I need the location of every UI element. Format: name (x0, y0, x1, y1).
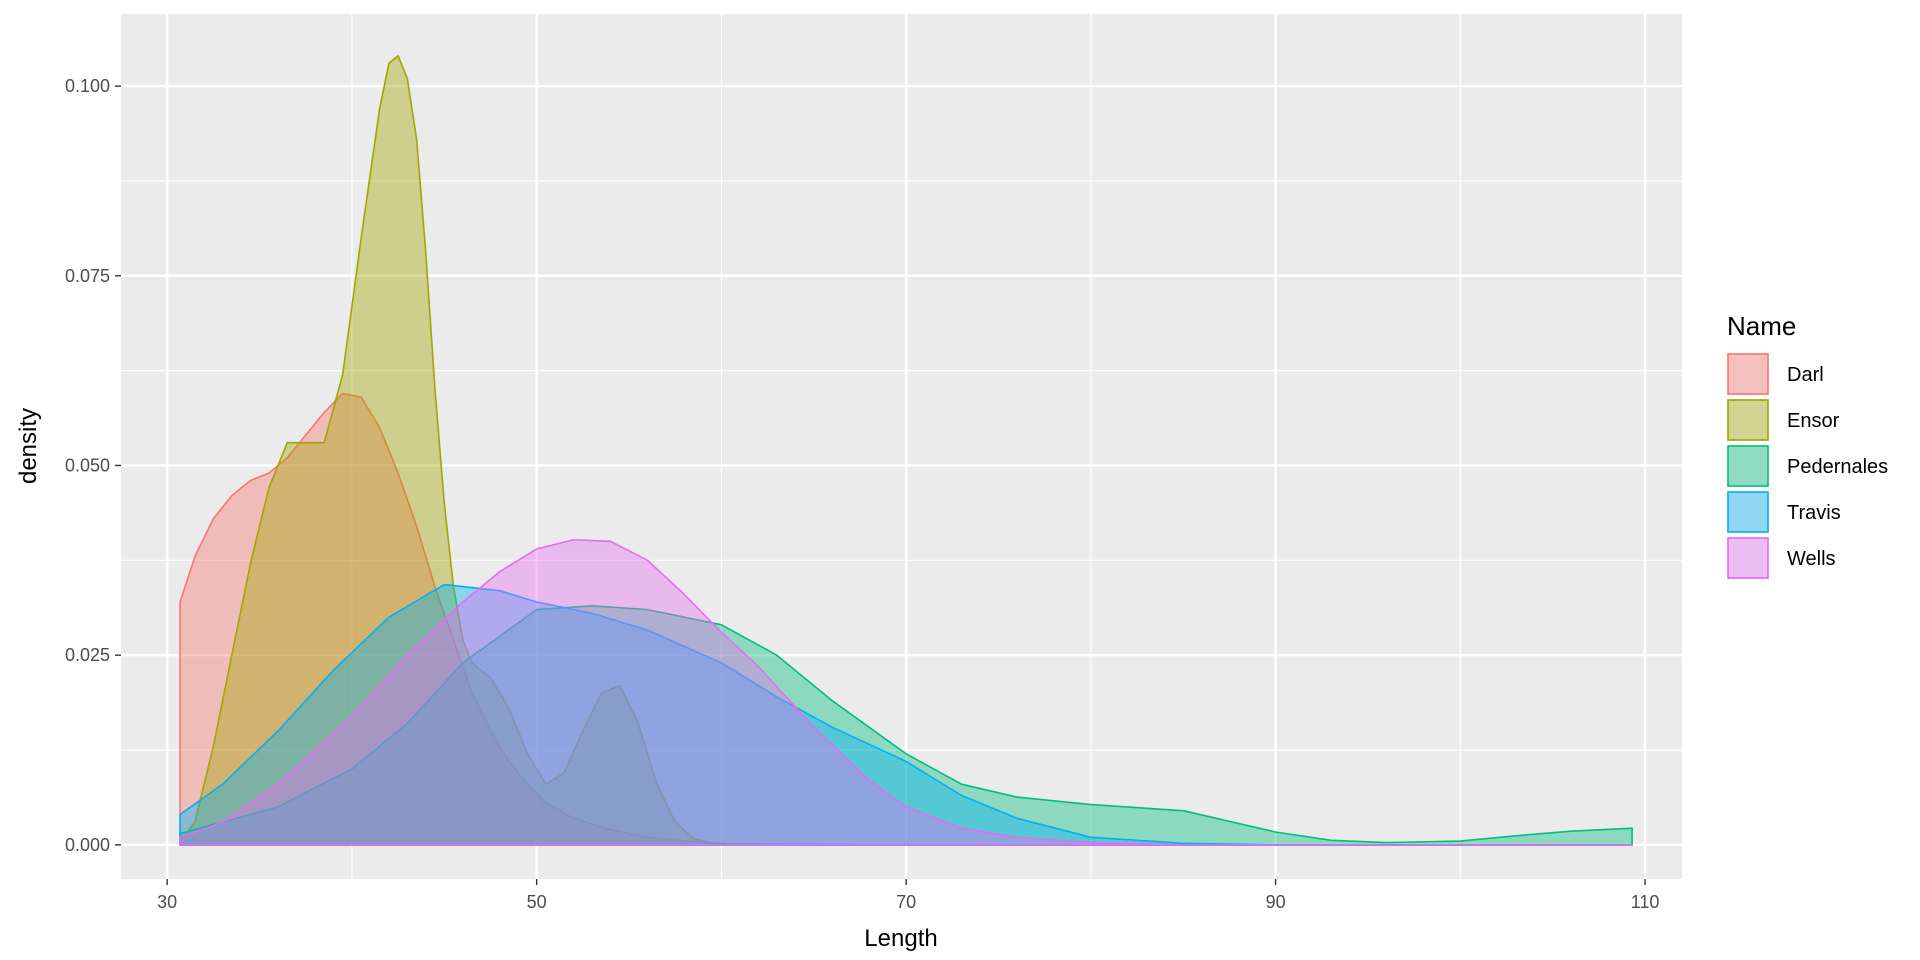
y-axis: 0.000 0.025 0.050 0.075 0.100 (65, 76, 121, 855)
x-axis: 30 50 70 90 110 (157, 879, 1659, 912)
y-tick-label: 0.000 (65, 835, 110, 855)
legend-label-darl: Darl (1787, 364, 1824, 386)
legend-key-travis (1727, 491, 1769, 533)
legend: Name Darl Ensor Pedernales Travis Wells (1727, 311, 1888, 579)
x-tick-label: 90 (1266, 892, 1286, 912)
legend-key-darl (1727, 353, 1769, 395)
legend-label-travis: Travis (1787, 502, 1841, 524)
legend-key-bg (1727, 445, 1769, 487)
x-tick-label: 50 (527, 892, 547, 912)
legend-label-pedernales: Pedernales (1787, 456, 1888, 478)
x-tick-label: 70 (896, 892, 916, 912)
legend-title: Name (1727, 311, 1796, 341)
legend-label-wells: Wells (1787, 548, 1836, 570)
density-area-wells (179, 539, 1633, 846)
y-tick-label: 0.025 (65, 645, 110, 665)
x-tick-label: 30 (157, 892, 177, 912)
legend-label-ensor: Ensor (1787, 410, 1840, 432)
minor-gridlines (121, 14, 1682, 879)
legend-key-wells (1727, 537, 1769, 579)
legend-key-pedernales (1727, 445, 1769, 487)
legend-key-ensor (1727, 399, 1769, 441)
legend-key-bg (1727, 353, 1769, 395)
density-areas (179, 54, 1633, 846)
density-area-travis (179, 583, 1633, 846)
plot-panel (121, 14, 1682, 879)
legend-key-bg (1727, 399, 1769, 441)
x-tick-label: 110 (1631, 892, 1660, 912)
legend-key-bg (1727, 491, 1769, 533)
x-axis-title: Length (864, 925, 937, 952)
y-tick-label: 0.050 (65, 455, 110, 475)
legend-key-bg (1727, 537, 1769, 579)
y-tick-label: 0.075 (65, 266, 110, 286)
density-area-pedernales (179, 605, 1633, 846)
y-axis-title: density (15, 408, 42, 484)
y-tick-label: 0.100 (65, 76, 110, 96)
